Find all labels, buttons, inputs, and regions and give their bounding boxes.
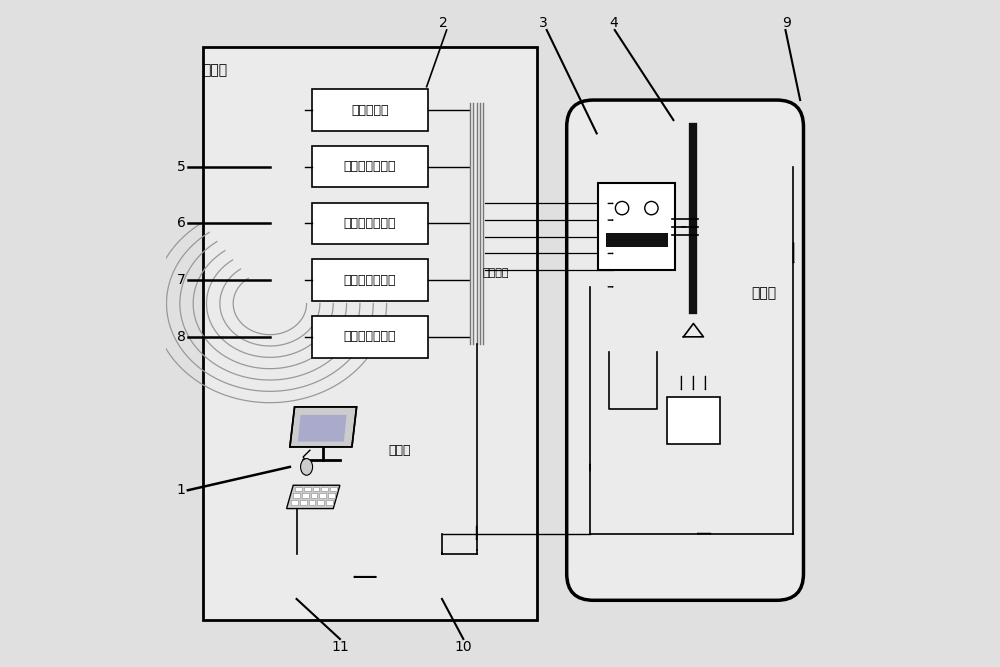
Text: 宽光谱光源: 宽光谱光源 bbox=[351, 103, 389, 117]
Text: 第二可见光光源: 第二可见光光源 bbox=[344, 330, 396, 344]
Bar bbox=[302, 494, 309, 498]
Text: 2: 2 bbox=[439, 17, 448, 30]
Bar bbox=[312, 316, 428, 358]
Ellipse shape bbox=[301, 459, 313, 475]
Text: 9: 9 bbox=[782, 17, 791, 30]
Polygon shape bbox=[290, 407, 357, 447]
Bar bbox=[598, 183, 675, 270]
Text: 6: 6 bbox=[177, 217, 186, 230]
Bar bbox=[321, 487, 328, 491]
Text: 5: 5 bbox=[177, 160, 186, 173]
Polygon shape bbox=[287, 486, 340, 508]
Bar bbox=[309, 500, 315, 504]
Text: 7: 7 bbox=[177, 273, 186, 287]
Bar bbox=[312, 259, 428, 301]
Circle shape bbox=[645, 201, 658, 215]
Text: 第一紫外光光源: 第一紫外光光源 bbox=[344, 160, 396, 173]
Bar bbox=[319, 494, 326, 498]
Bar bbox=[295, 487, 302, 491]
Text: 8: 8 bbox=[177, 330, 186, 344]
Text: 铺装光缆: 铺装光缆 bbox=[482, 269, 509, 278]
Text: 第一可见光光源: 第一可见光光源 bbox=[344, 217, 396, 230]
FancyBboxPatch shape bbox=[567, 100, 803, 600]
Bar bbox=[326, 500, 333, 504]
Bar bbox=[203, 47, 537, 620]
Bar bbox=[317, 500, 324, 504]
Bar bbox=[330, 487, 337, 491]
Bar bbox=[304, 487, 311, 491]
Text: 矿井内: 矿井内 bbox=[751, 287, 776, 300]
Text: 10: 10 bbox=[455, 640, 472, 654]
Polygon shape bbox=[298, 415, 347, 442]
Bar bbox=[312, 89, 428, 131]
Bar bbox=[313, 487, 319, 491]
Bar bbox=[328, 494, 335, 498]
Text: 4: 4 bbox=[609, 17, 618, 30]
Bar bbox=[312, 203, 428, 244]
Bar bbox=[291, 500, 298, 504]
Text: 第二紫外光光源: 第二紫外光光源 bbox=[344, 273, 396, 287]
Bar bbox=[312, 146, 428, 187]
Bar bbox=[311, 494, 317, 498]
Text: 矿井外: 矿井外 bbox=[202, 63, 227, 77]
Bar bbox=[667, 397, 720, 444]
Bar bbox=[293, 494, 300, 498]
Circle shape bbox=[615, 201, 629, 215]
Bar bbox=[606, 233, 668, 247]
Bar bbox=[300, 500, 307, 504]
Text: 1: 1 bbox=[177, 484, 186, 497]
Text: 计算机: 计算机 bbox=[389, 444, 411, 457]
Text: 11: 11 bbox=[331, 640, 349, 654]
Text: 3: 3 bbox=[539, 17, 548, 30]
